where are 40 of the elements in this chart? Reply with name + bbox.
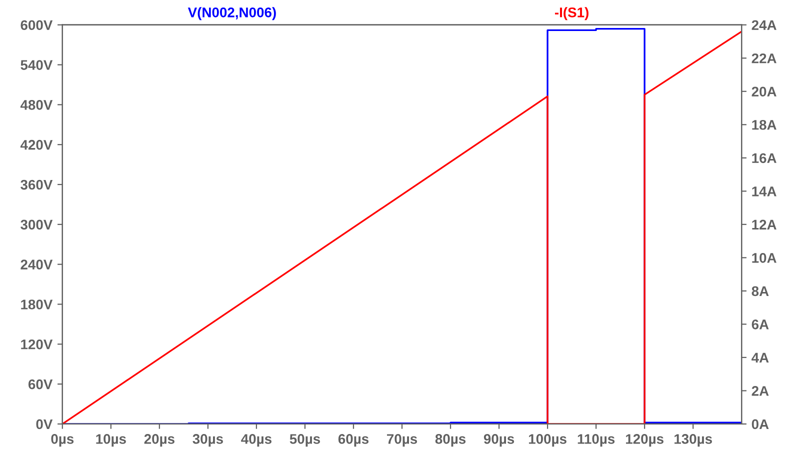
- y-tick-label: 240V: [20, 260, 53, 270]
- y-tick-label: 300V: [20, 220, 53, 230]
- x-tick-label: 70µs: [387, 434, 418, 447]
- y2-tick-label: 22A: [752, 53, 776, 64]
- y-tick-label: 420V: [20, 140, 53, 150]
- y2-tick-label: 24A: [752, 20, 776, 30]
- y-tick-label: 60V: [28, 379, 53, 390]
- y2-tick-label: 12A: [752, 220, 776, 230]
- y2-tick-label: 0A: [752, 419, 769, 430]
- y2-tick-label: 4A: [752, 352, 769, 362]
- y-tick-label: 540V: [20, 60, 53, 70]
- x-tick-label: 60µs: [338, 434, 369, 447]
- x-tick-label: 40µs: [241, 434, 272, 447]
- x-tick-label: 80µs: [435, 434, 466, 447]
- x-tick-label: 50µs: [290, 434, 320, 447]
- x-tick-label: 20µs: [144, 434, 174, 447]
- y-tick-label: 480V: [20, 100, 53, 110]
- x-tick-label: 10µs: [96, 434, 126, 447]
- y-tick-label: 360V: [20, 180, 53, 190]
- y-tick-label: 120V: [21, 339, 53, 350]
- y-tick-label: 600V: [20, 20, 53, 30]
- y2-tick-label: 16A: [752, 153, 776, 164]
- y2-tick-label: 8A: [752, 286, 769, 296]
- y2-tick-label: 2A: [752, 386, 769, 396]
- x-tick-label: 110µs: [578, 434, 615, 447]
- x-tick-label: 0µs: [51, 434, 74, 447]
- x-tick-label: 100µs: [528, 434, 566, 447]
- y2-tick-label: 18A: [752, 120, 776, 130]
- y2-tick-label: 14A: [752, 186, 776, 196]
- y2-tick-label: 20A: [752, 86, 776, 97]
- x-tick-label: 130µs: [674, 434, 712, 447]
- y-tick-label: 0V: [36, 419, 53, 430]
- text: -I(S1): [554, 7, 588, 20]
- text: V(N002,N006): [188, 7, 276, 20]
- x-tick-label: 120µs: [626, 434, 664, 447]
- y-tick-label: 180V: [21, 300, 53, 310]
- x-tick-label: 90µs: [484, 434, 514, 447]
- x-tick-label: 30µs: [192, 434, 223, 447]
- y2-tick-label: 10A: [752, 253, 776, 263]
- y2-tick-label: 6A: [752, 320, 769, 330]
